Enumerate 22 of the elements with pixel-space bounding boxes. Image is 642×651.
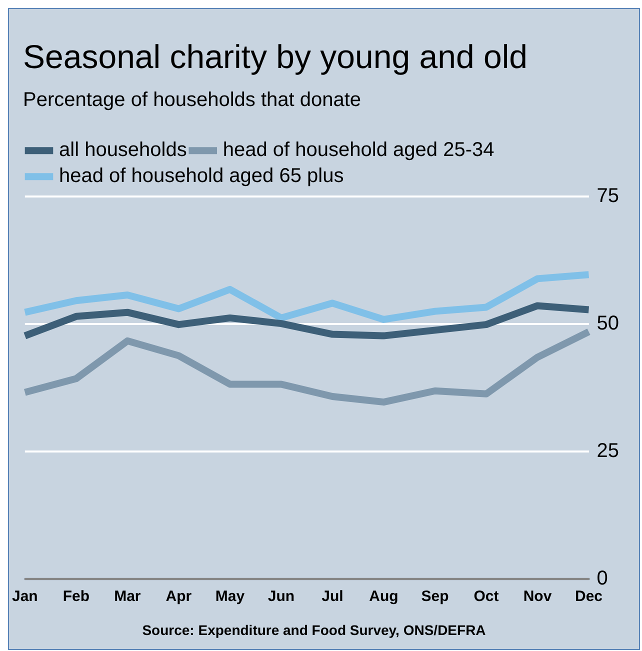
x-tick-label: Feb — [62, 588, 90, 606]
y-tick-label: 50 — [596, 312, 620, 335]
y-tick-label: 75 — [596, 185, 620, 208]
x-tick-label: May — [215, 588, 246, 606]
legend-label: all households — [59, 139, 187, 162]
legend-label: head of household aged 65 plus — [59, 165, 344, 188]
x-tick-label: Sep — [421, 588, 449, 606]
chart-title: Seasonal charity by young and old — [23, 38, 528, 75]
x-tick-label: Apr — [166, 588, 192, 606]
source-note: Source: Expenditure and Food Survey, ONS/DEFRA — [142, 622, 486, 638]
y-tick-label: 0 — [596, 568, 608, 590]
chart-subtitle: Percentage of households that donate — [23, 89, 362, 112]
x-tick-label: Mar — [114, 588, 141, 606]
x-tick-label: Aug — [369, 588, 398, 606]
x-tick-label: Jun — [268, 588, 295, 606]
x-tick-label: Nov — [523, 588, 552, 606]
y-tick-label: 25 — [596, 440, 620, 462]
x-tick-label: Dec — [574, 588, 603, 606]
x-tick-label: Jan — [12, 588, 38, 606]
legend-label: head of household aged 25-34 — [222, 139, 494, 162]
x-tick-label: Jul — [322, 588, 344, 606]
x-tick-label: Oct — [474, 588, 499, 606]
